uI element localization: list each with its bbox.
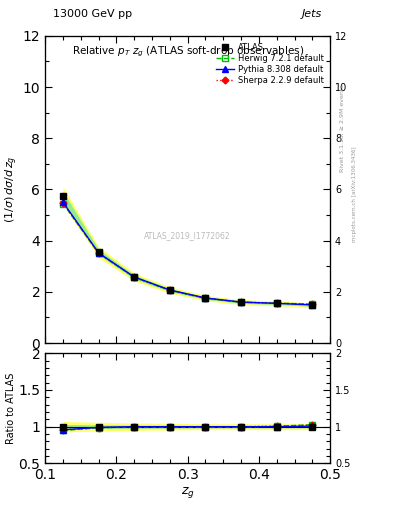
Text: ATLAS_2019_I1772062: ATLAS_2019_I1772062	[144, 231, 231, 240]
Text: Jets: Jets	[302, 9, 322, 19]
Legend: ATLAS, Herwig 7.2.1 default, Pythia 8.308 default, Sherpa 2.2.9 default: ATLAS, Herwig 7.2.1 default, Pythia 8.30…	[213, 40, 326, 87]
Text: mcplots.cern.ch [arXiv:1306.3436]: mcplots.cern.ch [arXiv:1306.3436]	[352, 147, 357, 242]
Text: 13000 GeV pp: 13000 GeV pp	[53, 9, 132, 19]
Y-axis label: $(1/\sigma)\, d\sigma/d\, z_g$: $(1/\sigma)\, d\sigma/d\, z_g$	[4, 156, 20, 223]
X-axis label: $z_g$: $z_g$	[181, 485, 195, 500]
Y-axis label: Ratio to ATLAS: Ratio to ATLAS	[6, 373, 16, 444]
Text: Rivet 3.1.10, ≥ 2.9M events: Rivet 3.1.10, ≥ 2.9M events	[340, 84, 345, 172]
Text: Relative $p_T$ $z_g$ (ATLAS soft-drop observables): Relative $p_T$ $z_g$ (ATLAS soft-drop ob…	[72, 45, 304, 59]
